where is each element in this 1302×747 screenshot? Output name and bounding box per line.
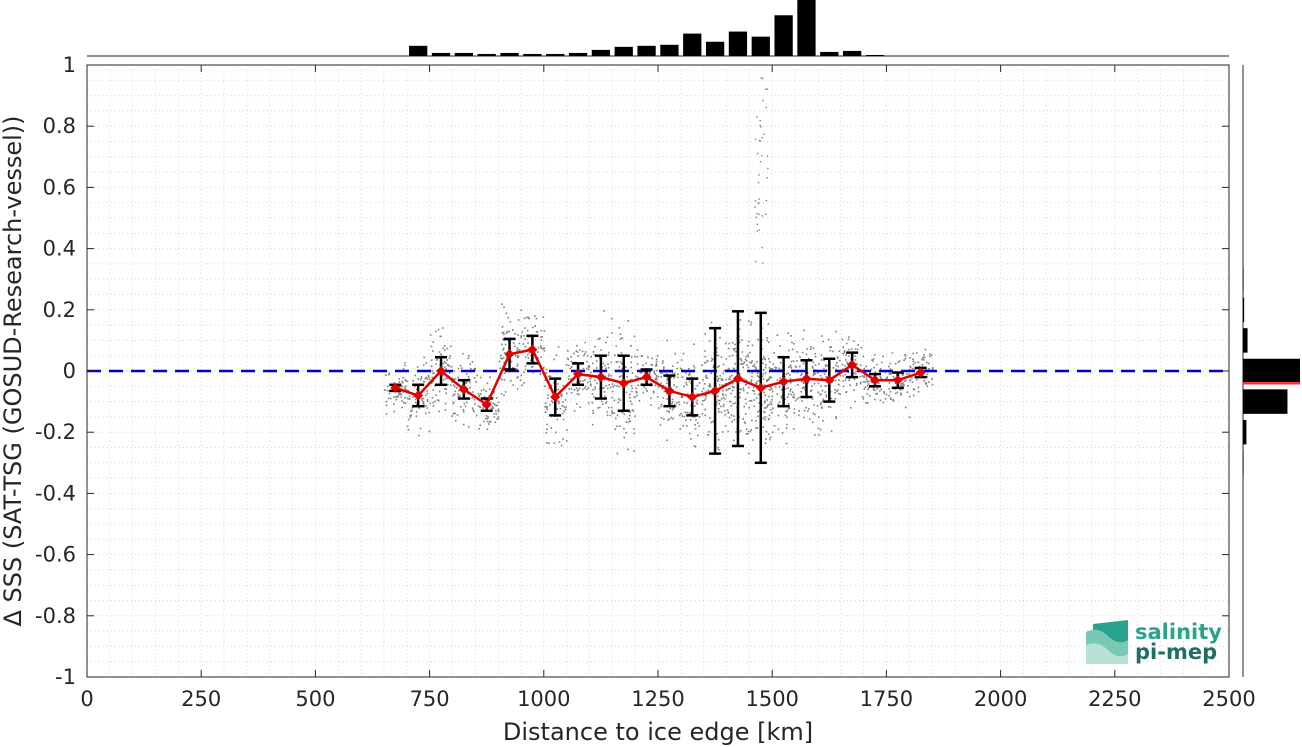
x-tick-label: 1000 [517,687,570,711]
top-histogram-bar [614,46,633,56]
top-histogram-bar [751,36,770,56]
y-tick-label: 0.2 [43,298,76,322]
right-histogram-bars [1243,266,1300,476]
mean-marker [527,344,538,355]
top-histogram-bar [797,0,816,56]
right-histogram-bar [1243,358,1300,384]
right-histogram-bar [1243,328,1248,353]
y-axis-label: Δ SSS (SAT-TSG (GOSUD-Research-vessel)) [0,115,27,626]
binned-mean-line [394,348,922,407]
mean-marker [550,392,561,403]
mean-marker [755,382,766,393]
mean-marker [641,372,652,383]
x-tick-label: 500 [295,687,335,711]
mean-marker [413,390,424,401]
y-tick-label: 0.4 [43,237,76,261]
top-histogram-bar [637,45,656,56]
axis-ticks [86,64,1230,678]
mean-marker [801,373,812,384]
mean-marker [458,384,469,395]
mean-marker [892,375,903,386]
right-histogram-bar [1243,297,1245,323]
x-tick-labels: 0 250 500 750 1000 1250 1500 1750 2000 2250 2500 [80,687,1255,711]
mean-marker [573,369,584,380]
mean-marker [595,372,606,383]
mean-marker [664,385,675,396]
mean-marker [915,367,926,378]
y-tick-label: 1 [63,53,76,77]
binned-mean-markers [390,344,926,410]
top-histogram [87,0,1229,57]
right-histogram [1242,65,1300,677]
top-histogram-bars [409,0,885,56]
top-histogram-bar [683,33,702,56]
top-histogram-bar [728,31,748,56]
x-tick-label: 2250 [1088,687,1141,711]
mean-marker [824,375,835,386]
mean-marker [778,376,789,387]
x-tick-label: 2000 [974,687,1027,711]
x-tick-label: 1500 [745,687,798,711]
x-tick-label: 0 [80,687,93,711]
logo-line2: pi-mep [1135,640,1217,664]
x-tick-label: 250 [181,687,221,711]
logo-line1: salinity [1135,620,1222,644]
x-axis-label: Distance to ice edge [km] [503,718,813,746]
right-histogram-bar [1243,389,1288,414]
y-tick-labels: -1 -0.8 -0.6 -0.4 -0.2 0 0.2 0.4 0.6 0.8 1 [35,53,76,689]
top-histogram-bar [431,52,451,56]
top-histogram-bar [477,53,496,56]
mean-marker [847,359,858,370]
y-tick-label: 0 [63,359,76,383]
mean-marker [504,349,515,360]
mean-marker [390,382,401,393]
top-histogram-bar [500,52,519,56]
top-histogram-bar [705,41,725,56]
y-tick-label: -0.2 [35,420,76,444]
error-bars [389,310,927,465]
top-histogram-bar [843,50,862,56]
right-histogram-bar [1243,450,1244,476]
mean-marker [436,366,447,376]
x-tick-label: 2500 [1202,687,1255,711]
mean-marker [869,375,880,386]
y-tick-label: 0.6 [43,175,76,199]
top-histogram-bar [591,49,611,56]
top-histogram-bar [568,52,588,56]
top-histogram-bar [523,53,542,56]
mean-marker [710,385,721,396]
top-histogram-bar [660,44,679,56]
top-histogram-bar [409,45,428,56]
x-tick-label: 1250 [631,687,684,711]
top-histogram-bar [774,15,793,56]
y-tick-label: -0.4 [35,481,76,505]
x-tick-label: 1750 [860,687,913,711]
y-tick-label: 0.8 [43,114,76,138]
top-histogram-bar [865,54,885,56]
top-histogram-bar [454,52,473,56]
y-tick-label: -0.6 [35,543,76,567]
mean-marker [481,399,492,410]
top-histogram-bar [546,53,565,56]
logo-waves-icon [1086,620,1128,664]
salinity-pi-mep-logo: salinity pi-mep [1086,620,1222,664]
x-tick-label: 750 [410,687,450,711]
y-tick-label: -0.8 [35,604,76,628]
mean-marker [687,392,698,403]
main-plot-area: 0 250 500 750 1000 1250 1500 1750 2000 2250 2500 -… [35,53,1256,711]
top-histogram-bar [820,51,839,56]
right-histogram-bar [1243,419,1247,445]
mean-marker [732,373,743,384]
y-tick-label: -1 [55,665,76,689]
right-histogram-bar [1243,266,1244,292]
mean-marker [618,378,629,389]
